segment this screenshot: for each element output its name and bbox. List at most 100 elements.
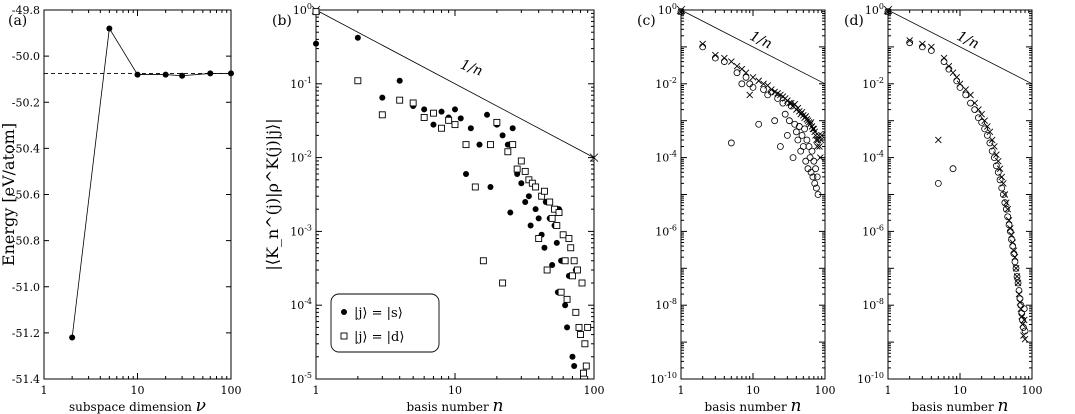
data-point xyxy=(584,323,592,331)
data-point xyxy=(799,143,807,150)
data-point xyxy=(992,162,1000,170)
panel-label: (a) xyxy=(8,13,27,29)
data-point xyxy=(1018,309,1026,317)
data-point xyxy=(493,118,501,126)
data-point xyxy=(746,91,754,99)
x-tick-label: 1 xyxy=(678,384,685,397)
data-point xyxy=(462,141,470,149)
x-axis-variable: n xyxy=(998,396,1009,414)
data-point xyxy=(1013,273,1021,280)
data-point xyxy=(956,83,964,91)
data-point xyxy=(438,108,445,115)
data-point xyxy=(813,143,821,150)
panel-label: (c) xyxy=(637,13,656,29)
data-point xyxy=(570,257,578,265)
data-point xyxy=(749,73,757,81)
data-point xyxy=(543,266,551,274)
legend-label: |j⟩ = |d⟩ xyxy=(354,330,404,345)
y-tick-label: 10-4 xyxy=(655,150,677,165)
data-point xyxy=(341,309,347,315)
data-point xyxy=(509,125,516,132)
y-tick-label: -49.8 xyxy=(12,4,40,17)
data-point xyxy=(134,71,141,78)
panel-c: (c) 1 10 100 basis number n 10-10 10-8 10-6 10-4… xyxy=(637,2,836,414)
y-tick-label: -50.4 xyxy=(12,142,40,155)
data-point xyxy=(228,70,234,77)
data-point xyxy=(1011,258,1019,266)
data-point xyxy=(557,288,565,296)
annotation-1-over-n: 1/n xyxy=(954,28,981,52)
data-point xyxy=(463,170,470,177)
y-tick-label: 10-1 xyxy=(290,76,312,91)
y-axis-label: Energy [eV/atom] xyxy=(0,123,18,266)
data-point xyxy=(1020,305,1028,313)
data-point xyxy=(978,118,986,126)
data-point xyxy=(567,244,575,252)
data-point xyxy=(1021,335,1029,343)
data-point xyxy=(499,279,507,287)
data-point xyxy=(504,148,512,156)
data-point xyxy=(806,154,814,162)
data-point xyxy=(809,125,817,133)
data-point xyxy=(999,191,1007,198)
data-point xyxy=(569,272,576,280)
data-point xyxy=(927,47,935,54)
x-axis-variable: ν xyxy=(196,396,206,414)
x-tick-label: 100 xyxy=(221,384,242,397)
data-point xyxy=(582,362,590,370)
data-point xyxy=(340,332,348,340)
data-point xyxy=(994,168,1002,176)
data-point xyxy=(996,165,1004,173)
x-tick-label: 10 xyxy=(448,384,462,397)
data-point xyxy=(986,139,994,147)
y-tick-label: 10-2 xyxy=(862,76,884,91)
data-point xyxy=(1015,287,1023,294)
data-point xyxy=(935,136,942,144)
data-point xyxy=(990,154,998,162)
data-point xyxy=(451,121,459,129)
data-point xyxy=(967,99,974,107)
data-point xyxy=(975,106,982,113)
data-point xyxy=(565,235,573,243)
data-point xyxy=(548,214,556,222)
data-point xyxy=(1002,205,1010,213)
x-tick-label: 10 xyxy=(746,384,760,397)
data-point xyxy=(1020,316,1028,324)
data-point xyxy=(487,141,494,149)
panel-a: (a) 1 10 100 subspace dimension ν -49.8 -50.0 -… xyxy=(0,4,242,414)
reference-line-1-over-n xyxy=(680,9,826,85)
data-point xyxy=(746,80,754,88)
panel-d: (d) 1 10 100 basis number n 10-10 10-8 10-6 10-4… xyxy=(844,2,1043,414)
data-point xyxy=(733,69,741,77)
data-point xyxy=(802,157,810,165)
data-point xyxy=(884,8,892,16)
x-axis-label: basis number n xyxy=(912,396,1009,414)
data-point xyxy=(983,131,991,139)
data-point xyxy=(998,184,1006,192)
data-point xyxy=(781,110,789,118)
data-point xyxy=(760,86,767,93)
data-point xyxy=(742,73,750,81)
reference-endpoint-marker xyxy=(589,153,599,162)
data-point xyxy=(521,167,529,175)
x-tick-label: 1 xyxy=(41,384,48,397)
x-axis-variable: n xyxy=(493,396,504,414)
reference-line-1-over-n xyxy=(887,9,1033,85)
data-point xyxy=(457,115,464,122)
y-tick-label: 10-6 xyxy=(862,223,884,238)
data-point xyxy=(509,141,517,149)
y-tick-label: 10-4 xyxy=(290,297,312,312)
y-tick-label: 100 xyxy=(865,2,884,17)
data-point xyxy=(430,121,437,128)
data-point xyxy=(379,94,386,101)
data-point xyxy=(553,239,560,246)
data-point xyxy=(787,102,795,110)
data-point xyxy=(106,25,113,32)
data-point xyxy=(785,117,793,125)
data-point xyxy=(575,323,583,331)
data-point xyxy=(721,54,728,62)
annotation-1-over-n: 1/n xyxy=(747,28,774,52)
panel-label: (d) xyxy=(844,13,864,29)
data-point xyxy=(906,37,913,44)
